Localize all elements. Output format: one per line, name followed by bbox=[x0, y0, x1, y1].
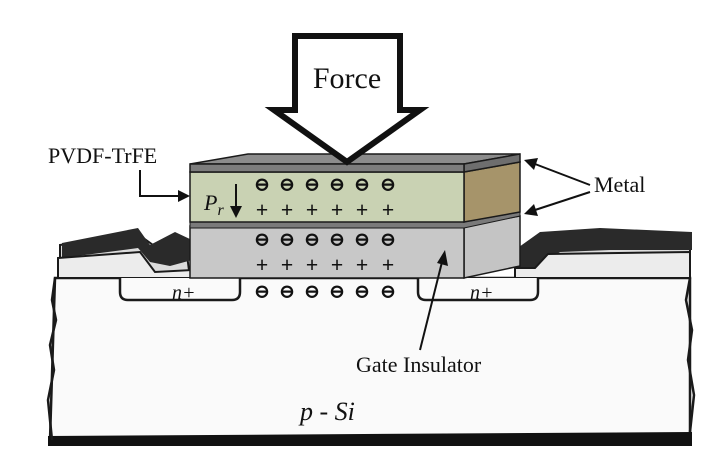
metal-pointer-top bbox=[534, 163, 591, 186]
pvdf-label: PVDF-TrFE bbox=[48, 143, 157, 168]
pvdf-negative-charge: ⊖ bbox=[254, 174, 271, 196]
pvdf-negative-charge: ⊖ bbox=[279, 174, 296, 196]
pvdf-negative-charge: ⊖ bbox=[380, 174, 397, 196]
insulator-negative-charge: ⊖ bbox=[380, 229, 397, 251]
pr-arrow-head bbox=[230, 206, 242, 218]
pvdf-pointer bbox=[139, 170, 180, 197]
insulator-negative-charge: ⊖ bbox=[279, 229, 296, 251]
metal-pointer-bottom-arrowhead bbox=[524, 204, 538, 216]
pvdf-positive-charge: + bbox=[256, 197, 269, 222]
gate-insulator-pointer bbox=[419, 261, 443, 351]
insulator-positive-charge: + bbox=[331, 252, 344, 277]
channel-electron: ⊖ bbox=[380, 281, 397, 303]
pvdf-positive-charge: + bbox=[306, 197, 319, 222]
polarization-indicator: Pr bbox=[203, 184, 242, 219]
insulator-negative-charge: ⊖ bbox=[304, 229, 321, 251]
gate-insulator-pointer-arrowhead bbox=[437, 250, 448, 266]
substrate-left-edge bbox=[46, 277, 58, 441]
metal-pointer-bottom bbox=[534, 191, 591, 211]
metal-callout: Metal bbox=[524, 158, 645, 216]
substrate-bottom-edge bbox=[48, 432, 692, 446]
pvdf-negative-charge: ⊖ bbox=[354, 174, 371, 196]
charge-distribution: ⊖ ⊖ ⊖ ⊖ ⊖ ⊖+ + + + + +⊖ ⊖ ⊖ ⊖ ⊖ ⊖+ + + + + +⊖ ⊖ ⊖ ⊖ ⊖ ⊖ bbox=[254, 174, 397, 303]
insulator-positive-charge: + bbox=[281, 252, 294, 277]
pvdf-positive-charge: + bbox=[331, 197, 344, 222]
left-field-oxide bbox=[57, 228, 193, 279]
n-plus-source-label: n+ bbox=[172, 282, 196, 304]
pvdf-positive-charge: + bbox=[281, 197, 294, 222]
substrate bbox=[46, 276, 696, 446]
pvdf-callout: PVDF-TrFE bbox=[48, 143, 190, 202]
pvdf-positive-charge: + bbox=[382, 197, 395, 222]
insulator-negative-charge: ⊖ bbox=[329, 229, 346, 251]
insulator-negative-charge: ⊖ bbox=[354, 229, 371, 251]
pvdf-negative-charge: ⊖ bbox=[304, 174, 321, 196]
force-label: Force bbox=[313, 62, 381, 95]
substrate-right-edge bbox=[684, 277, 696, 433]
insulator-positive-charge: + bbox=[356, 252, 369, 277]
source-well bbox=[118, 278, 242, 302]
right-field-oxide bbox=[512, 228, 692, 279]
insulator-negative-charge: ⊖ bbox=[254, 229, 271, 251]
channel-electron: ⊖ bbox=[254, 281, 271, 303]
pvdf-positive-charge: + bbox=[356, 197, 369, 222]
insulator-positive-charge: + bbox=[256, 252, 269, 277]
drain-well bbox=[416, 278, 540, 302]
insulator-positive-charge: + bbox=[382, 252, 395, 277]
channel-electron: ⊖ bbox=[354, 281, 371, 303]
metal-pointer-top-arrowhead bbox=[524, 158, 538, 170]
n-plus-drain-label: n+ bbox=[470, 282, 494, 304]
force-arrow: Force bbox=[264, 33, 430, 166]
channel-electron: ⊖ bbox=[279, 281, 296, 303]
pr-symbol: Pr bbox=[203, 190, 224, 219]
channel-electron: ⊖ bbox=[304, 281, 321, 303]
metal-label: Metal bbox=[594, 172, 645, 197]
gate-insulator-callout: Gate Insulator bbox=[356, 250, 482, 377]
substrate-label: p - Si bbox=[298, 397, 355, 426]
pvdf-pointer-arrowhead bbox=[178, 190, 190, 202]
pvdf-negative-charge: ⊖ bbox=[329, 174, 346, 196]
channel-electron: ⊖ bbox=[329, 281, 346, 303]
gate-insulator-label: Gate Insulator bbox=[356, 352, 482, 377]
insulator-positive-charge: + bbox=[306, 252, 319, 277]
